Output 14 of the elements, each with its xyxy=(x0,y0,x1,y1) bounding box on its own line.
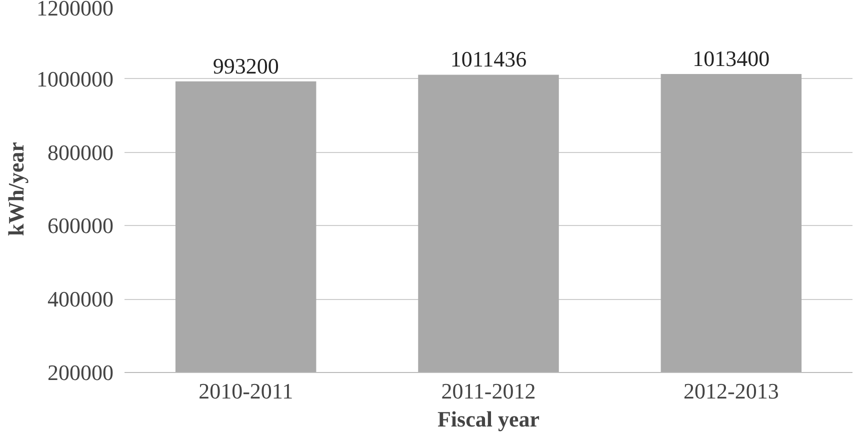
y-axis-title: kWh/year xyxy=(4,142,28,236)
x-tick-label: 2012-2013 xyxy=(684,378,779,404)
x-tick-label: 2010-2011 xyxy=(198,378,294,404)
y-tick-label: 200000 xyxy=(48,360,114,385)
y-tick-label: 1000000 xyxy=(36,66,114,92)
data-label: 1013400 xyxy=(692,46,770,71)
data-label: 1011436 xyxy=(450,46,527,72)
y-tick-label: 600000 xyxy=(48,213,114,238)
y-tick-label: 400000 xyxy=(48,286,114,312)
y-tick-label: 800000 xyxy=(48,140,114,165)
x-axis-title: Fiscal year xyxy=(437,406,540,432)
data-label: 993200 xyxy=(212,53,279,78)
x-tick-label: 2011-2012 xyxy=(441,378,536,404)
y-tick-label: 1200000 xyxy=(36,0,114,20)
